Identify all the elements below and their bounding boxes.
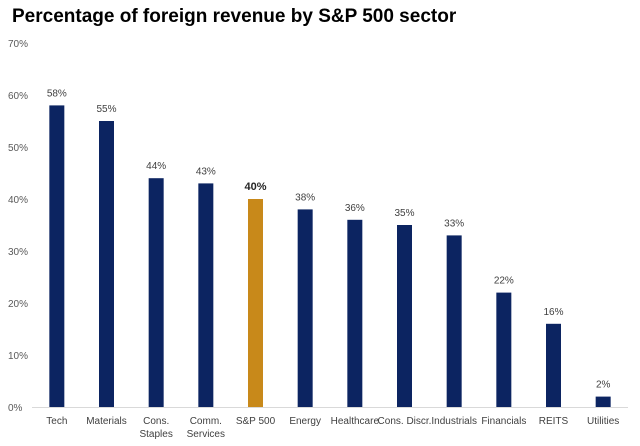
- category-label-line: Energy: [289, 416, 321, 427]
- category-label: Industrials: [431, 416, 477, 427]
- x-axis: Tech Materials Cons. Staples Comm. Services S&…: [32, 407, 628, 440]
- y-tick-label: 60%: [8, 91, 28, 102]
- data-labels: 58% 55% 44% 43% 40% 38% 36% 35% 33% 22% 16% 2%: [47, 88, 611, 390]
- data-label: 44%: [146, 161, 166, 172]
- data-label: 38%: [295, 192, 315, 203]
- category-label: REITS: [539, 416, 569, 427]
- data-label: 22%: [494, 276, 514, 287]
- y-tick-label: 40%: [8, 195, 28, 206]
- category-label-line: Cons.: [143, 416, 169, 427]
- category-label: Materials: [86, 416, 127, 427]
- category-label-line: Utilities: [587, 416, 619, 427]
- category-label-line: Healthcare: [331, 416, 380, 427]
- category-label: Cons. Discr.: [378, 416, 432, 427]
- data-label: 58%: [47, 88, 67, 99]
- bars: [49, 105, 611, 408]
- y-tick-label: 70%: [8, 39, 28, 50]
- data-label: 2%: [596, 380, 611, 391]
- data-label: 16%: [543, 307, 563, 318]
- bar: [297, 209, 313, 407]
- category-label-line: Financials: [481, 416, 526, 427]
- chart-title: Percentage of foreign revenue by S&P 500…: [12, 6, 457, 27]
- bar: [546, 323, 561, 407]
- category-label: Utilities: [587, 416, 619, 427]
- data-label: 35%: [394, 208, 414, 219]
- category-label: Comm. Services: [187, 416, 225, 440]
- y-tick-label: 30%: [8, 247, 28, 258]
- bar: [595, 396, 611, 407]
- category-label: Tech: [46, 416, 67, 427]
- data-label: 40%: [244, 181, 266, 193]
- bar: [198, 183, 214, 407]
- y-tick-label: 20%: [8, 299, 28, 310]
- data-label: 55%: [96, 104, 116, 115]
- bar: [99, 121, 114, 407]
- bar: [49, 105, 65, 408]
- category-label-line: Comm.: [190, 416, 222, 427]
- y-tick-label: 0%: [8, 403, 23, 414]
- data-label: 36%: [345, 203, 365, 214]
- highlight-bar: [248, 199, 263, 407]
- category-label-line: Materials: [86, 416, 127, 427]
- category-label-line: Cons. Discr.: [378, 416, 432, 427]
- bar: [496, 292, 512, 407]
- category-label: Cons. Staples: [139, 416, 172, 440]
- category-label: Energy: [289, 416, 321, 427]
- y-axis: 0% 10% 20% 30% 40% 50% 60% 70%: [8, 39, 28, 414]
- category-label-line: Industrials: [431, 416, 477, 427]
- category-label-line: Services: [187, 429, 225, 440]
- category-label-line: REITS: [539, 416, 569, 427]
- bar: [347, 219, 363, 407]
- bar: [397, 225, 412, 407]
- bar: [148, 178, 164, 407]
- y-tick-label: 50%: [8, 143, 28, 154]
- y-tick-label: 10%: [8, 351, 28, 362]
- category-label-line: S&P 500: [236, 416, 276, 427]
- category-label-line: Tech: [46, 416, 67, 427]
- category-label: S&P 500: [236, 416, 276, 427]
- category-label: Healthcare: [331, 416, 380, 427]
- category-label-line: Staples: [139, 429, 172, 440]
- data-label: 33%: [444, 218, 464, 229]
- bar: [446, 235, 462, 407]
- data-label: 43%: [196, 166, 216, 177]
- category-label: Financials: [481, 416, 526, 427]
